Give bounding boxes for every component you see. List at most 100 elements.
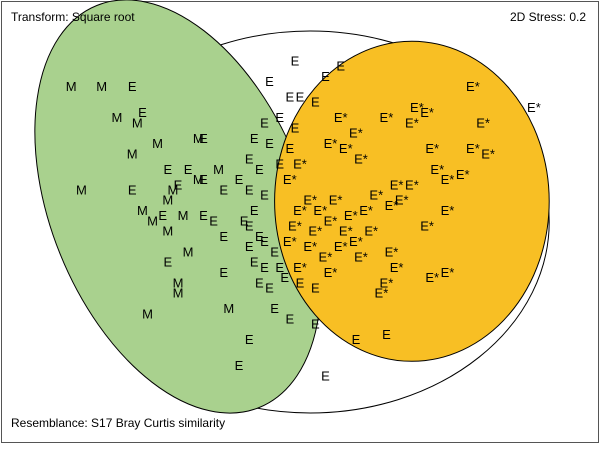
point-estar: E* [441,203,455,218]
point-estar: E* [420,219,434,234]
point-estar: E* [329,193,343,208]
point-e: E [245,151,254,166]
point-estar: E* [303,193,317,208]
point-e: E [255,229,264,244]
point-e: E [280,270,289,285]
point-e: E [311,317,320,332]
point-estar: E* [430,162,444,177]
point-estar: E* [380,275,394,290]
point-m: M [183,244,194,259]
point-m: M [142,306,153,321]
point-e: E [311,95,320,110]
point-e: E [255,275,264,290]
point-e: E [209,213,218,228]
point-e: E [382,327,391,342]
point-estar: E* [339,224,353,239]
point-e: E [245,219,254,234]
point-e: E [199,172,208,187]
point-e: E [270,301,279,316]
point-e: E [128,79,137,94]
point-estar: E* [293,260,307,275]
point-estar: E* [364,224,378,239]
point-estar: E* [466,79,480,94]
point-estar: E* [293,157,307,172]
point-e: E [352,332,361,347]
point-e: E [158,208,167,223]
point-estar: E* [324,265,338,280]
point-m: M [173,275,184,290]
point-e: E [255,162,264,177]
point-e: E [250,131,259,146]
point-estar: E* [283,234,297,249]
point-e: E [235,358,244,373]
point-e: E [174,177,183,192]
point-estar: E* [466,141,480,156]
ellipse-estar [274,40,550,362]
point-estar: E* [456,167,470,182]
point-estar: E* [527,100,541,115]
point-m: M [213,162,224,177]
point-estar: E* [369,188,383,203]
point-m: M [223,301,234,316]
group-ellipses [34,0,550,414]
point-e: E [285,141,294,156]
point-m: M [66,79,77,94]
point-e: E [260,188,269,203]
point-estar: E* [420,105,434,120]
point-e: E [275,157,284,172]
point-estar: E* [410,100,424,115]
point-m: M [178,208,189,223]
point-e: E [199,208,208,223]
point-estar: E* [395,193,409,208]
point-m: M [193,131,204,146]
point-estar: E* [441,172,455,187]
point-e: E [265,281,274,296]
point-e: E [260,115,269,130]
point-estar: E* [303,239,317,254]
point-estar: E* [313,203,327,218]
point-estar: E* [476,115,490,130]
point-e: E [199,131,208,146]
point-e: E [163,162,172,177]
point-e: E [291,53,300,68]
point-m: M [127,146,138,161]
point-m: M [193,172,204,187]
point-e: E [245,239,254,254]
point-estar: E* [283,172,297,187]
point-e: E [296,90,305,105]
point-estar: E* [405,115,419,130]
point-e: E [285,90,294,105]
point-e: E [235,172,244,187]
point-e: E [138,105,147,120]
point-m: M [152,136,163,151]
point-e: E [219,265,228,280]
resemblance-annotation: Resemblance: S17 Bray Curtis similarity [11,416,226,430]
point-e: E [240,213,249,228]
point-estar: E* [319,250,333,265]
point-e: E [260,234,269,249]
point-e: E [265,74,274,89]
point-estar: E* [390,177,404,192]
point-estar: E* [385,198,399,213]
point-e: E [163,255,172,270]
point-e: E [128,182,137,197]
point-e: E [219,229,228,244]
point-estar: E* [293,203,307,218]
point-e: E [311,281,320,296]
point-estar: E* [334,110,348,125]
point-estar: E* [339,141,353,156]
point-estar: E* [359,203,373,218]
point-estar: E* [425,141,439,156]
point-m: M [162,193,173,208]
point-e: E [321,368,330,383]
point-e: E [219,182,228,197]
point-e: E [245,332,254,347]
point-m: M [137,203,148,218]
point-estar: E* [385,244,399,259]
point-estar: E* [425,270,439,285]
point-estar: E* [324,136,338,151]
point-estar: E* [375,286,389,301]
point-e: E [265,136,274,151]
point-e: E [275,110,284,125]
